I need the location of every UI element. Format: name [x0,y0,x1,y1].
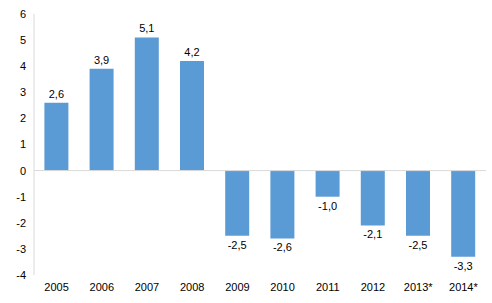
svg-text:-3,3: -3,3 [454,260,473,272]
svg-text:2011: 2011 [316,281,340,293]
svg-text:4: 4 [20,60,26,72]
svg-text:2: 2 [20,112,26,124]
svg-text:-4: -4 [16,269,26,281]
svg-text:-1: -1 [16,191,26,203]
svg-text:2006: 2006 [90,281,114,293]
svg-text:-2: -2 [16,217,26,229]
svg-text:-2,5: -2,5 [228,239,247,251]
svg-text:2005: 2005 [44,281,68,293]
svg-text:5: 5 [20,34,26,46]
svg-text:-2,6: -2,6 [273,241,292,253]
svg-text:5,1: 5,1 [139,22,154,34]
svg-text:0: 0 [20,165,26,177]
svg-text:2009: 2009 [225,281,249,293]
svg-text:1: 1 [20,138,26,150]
svg-text:2014*: 2014* [449,281,478,293]
svg-text:-3: -3 [16,243,26,255]
svg-text:6: 6 [20,8,26,20]
svg-text:2013*: 2013* [404,281,433,293]
svg-text:-2,5: -2,5 [409,239,428,251]
svg-text:3,9: 3,9 [94,54,109,66]
svg-text:2007: 2007 [135,281,159,293]
svg-text:2,6: 2,6 [49,88,64,100]
svg-text:-1,0: -1,0 [318,200,337,212]
svg-text:2008: 2008 [180,281,204,293]
svg-text:2010: 2010 [270,281,294,293]
svg-text:3: 3 [20,86,26,98]
svg-text:4,2: 4,2 [184,46,199,58]
svg-text:2012: 2012 [361,281,385,293]
svg-text:-2,1: -2,1 [363,228,382,240]
